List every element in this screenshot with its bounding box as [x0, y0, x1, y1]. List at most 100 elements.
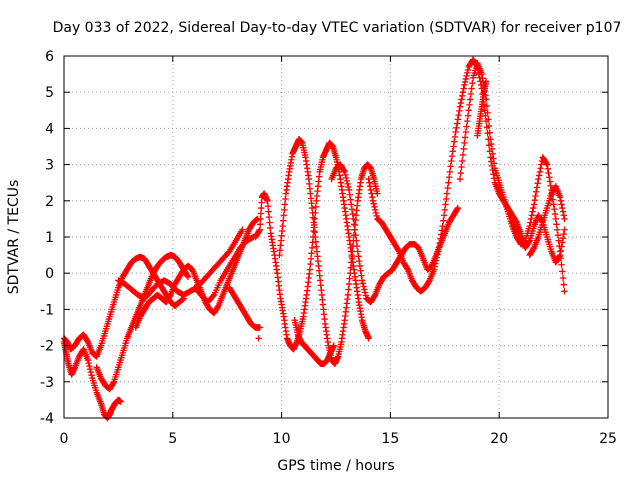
- data-point-interp: [537, 165, 544, 172]
- data-point-interp: [441, 206, 448, 214]
- data-point-interp: [345, 286, 352, 293]
- data-point-interp: [84, 337, 91, 344]
- data-point: [354, 248, 361, 255]
- data-point-interp: [346, 191, 353, 198]
- data-point-interp: [440, 212, 448, 219]
- data-point-interp: [456, 107, 463, 115]
- data-point-interp: [485, 122, 493, 130]
- data-point: [478, 70, 485, 78]
- data-point: [456, 103, 464, 110]
- data-point-interp: [489, 150, 496, 157]
- data-point-interp: [536, 168, 544, 176]
- data-point-interp: [425, 278, 433, 285]
- data-point-interp: [307, 260, 314, 268]
- data-point-interp: [529, 208, 536, 215]
- data-point-interp: [559, 204, 566, 212]
- data-point-interp: [214, 303, 221, 311]
- data-point-interp: [543, 160, 550, 167]
- data-point-interp: [469, 79, 476, 87]
- data-point: [456, 175, 464, 183]
- data-point-interp: [558, 243, 565, 250]
- data-point: [350, 215, 357, 223]
- data-point-interp: [437, 235, 444, 243]
- data-point-interp: [453, 120, 461, 127]
- data-point-interp: [531, 196, 538, 204]
- data-point: [461, 139, 468, 147]
- data-point-interp: [257, 221, 264, 228]
- data-point-interp: [464, 117, 471, 125]
- data-point-interp: [342, 174, 350, 182]
- x-axis-label: GPS time / hours: [277, 458, 394, 474]
- data-point-interp: [372, 209, 380, 217]
- data-point: [84, 356, 92, 364]
- data-point-interp: [479, 75, 486, 82]
- data-point-interp: [280, 212, 287, 219]
- data-point-interp: [351, 226, 359, 233]
- data-point: [255, 335, 262, 342]
- data-point-interp: [373, 212, 380, 220]
- data-point-interp: [464, 66, 472, 74]
- data-point: [365, 335, 372, 342]
- y-tick-label: 2: [45, 194, 54, 210]
- data-point-interp: [462, 75, 470, 83]
- data-point: [365, 175, 372, 183]
- data-point-interp: [369, 193, 376, 201]
- y-tick-label: 4: [45, 121, 54, 137]
- data-point-interp: [555, 237, 562, 244]
- x-tick-label: 15: [381, 431, 399, 447]
- data-point-interp: [255, 227, 263, 235]
- data-point-interp: [490, 160, 498, 167]
- x-tick-label: 5: [168, 431, 177, 447]
- data-point-interp: [551, 210, 559, 218]
- data-point-interp: [432, 260, 439, 267]
- series-track-16: [474, 78, 490, 139]
- data-point-interp: [559, 268, 566, 275]
- data-point-interp: [166, 292, 174, 300]
- data-point: [448, 157, 455, 165]
- data-point-interp: [281, 201, 289, 208]
- data-point-interp: [266, 219, 273, 226]
- data-point-interp: [435, 244, 443, 251]
- data-point-interp: [466, 101, 473, 109]
- data-point-interp: [544, 165, 551, 173]
- series-track-6: [191, 233, 257, 306]
- data-point-interp: [557, 247, 565, 255]
- data-point-interp: [308, 244, 316, 252]
- data-point-interp: [282, 195, 289, 203]
- data-point-interp: [458, 163, 465, 171]
- data-point: [344, 291, 352, 299]
- data-point-interp: [344, 180, 351, 188]
- data-point-interp: [464, 112, 472, 119]
- data-point-interp: [361, 286, 368, 293]
- data-point-interp: [307, 255, 315, 262]
- data-point-interp: [533, 184, 541, 191]
- data-point-interp: [358, 272, 365, 279]
- data-point-interp: [357, 267, 364, 274]
- data-point-interp: [370, 200, 377, 208]
- data-point-interp: [461, 78, 469, 86]
- data-point-interp: [488, 145, 496, 153]
- data-point-interp: [530, 204, 537, 212]
- data-point-interp: [560, 230, 567, 238]
- data-point: [482, 78, 490, 85]
- data-point-interp: [353, 242, 361, 250]
- data-point-interp: [257, 215, 264, 223]
- data-point: [369, 197, 377, 204]
- data-point-interp: [454, 116, 462, 123]
- data-point-interp: [444, 184, 451, 192]
- data-point-interp: [346, 270, 354, 277]
- x-tick-label: 0: [60, 431, 69, 447]
- data-point-interp: [467, 90, 475, 98]
- data-point-interp: [550, 201, 557, 208]
- series-track-9: [276, 136, 381, 367]
- data-point-interp: [560, 212, 567, 219]
- data-point-interp: [560, 281, 567, 288]
- data-point: [556, 251, 564, 259]
- data-point-interp: [360, 283, 367, 290]
- data-point-interp: [553, 221, 560, 228]
- data-point-interp: [367, 186, 375, 194]
- data-point-interp: [463, 123, 470, 130]
- y-tick-label: 6: [45, 49, 54, 65]
